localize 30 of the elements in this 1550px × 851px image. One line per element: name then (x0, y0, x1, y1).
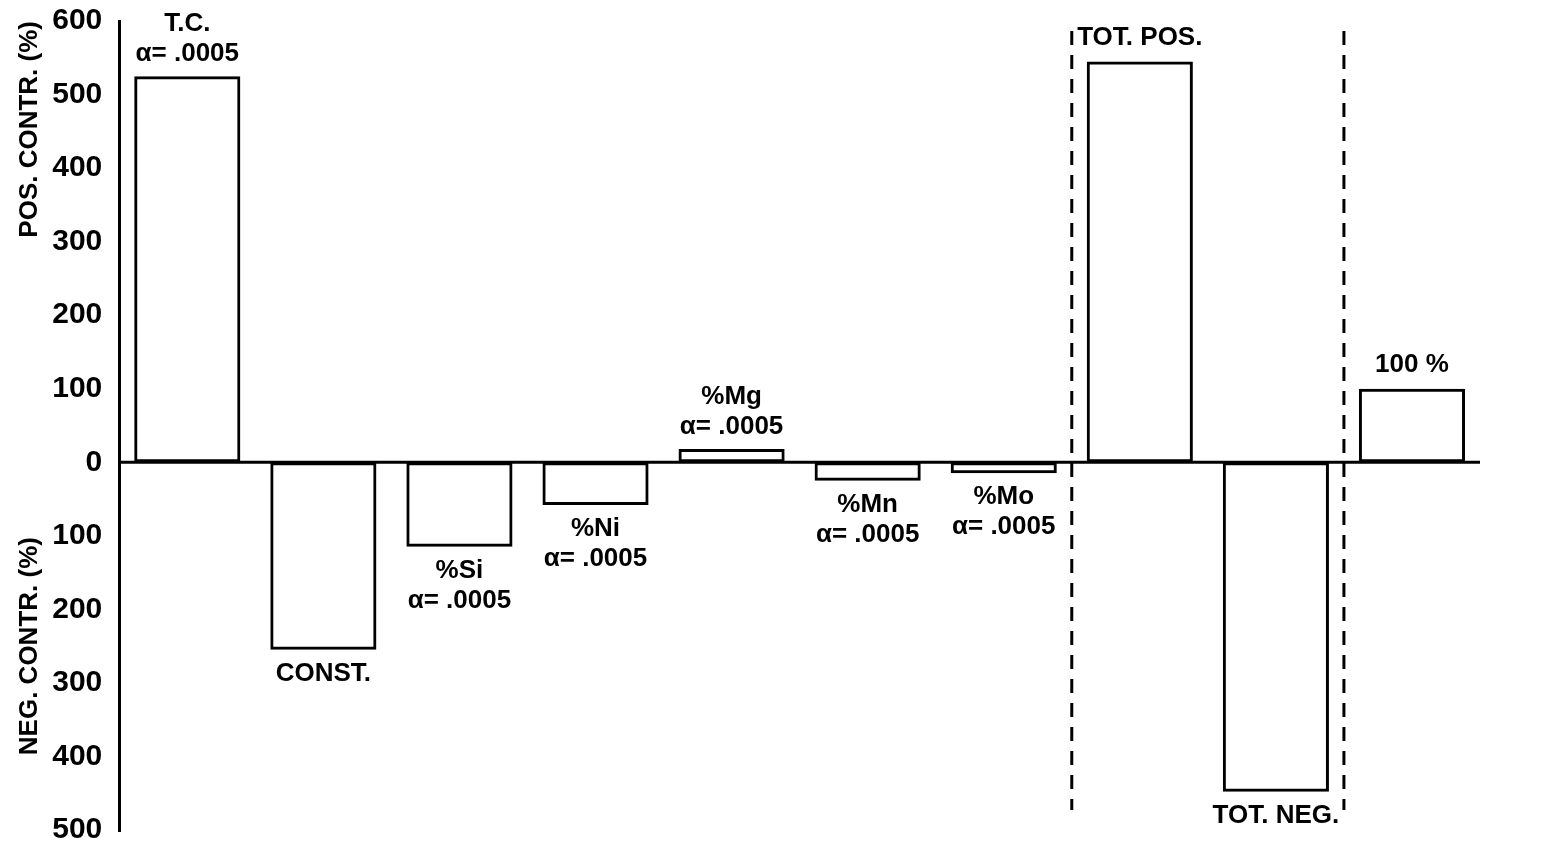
y-tick-label: 500 (52, 811, 103, 845)
x-tick-label: CONST. (275, 656, 372, 687)
y-axis-title: POS. CONTR. (%) (12, 21, 43, 238)
y-tick-label: 200 (52, 590, 103, 624)
y-tick-label: 100 (52, 369, 103, 403)
annotation: α= .0005 (952, 510, 1056, 541)
y-tick-label: 400 (52, 737, 103, 771)
x-tick-label: %Mg (701, 380, 762, 411)
x-tick-label: 100 % (1375, 347, 1449, 378)
x-tick-label: TOT. POS. (1077, 20, 1203, 51)
y-tick-label: 200 (52, 296, 103, 330)
annotation: α= .0005 (815, 517, 920, 548)
x-tick-label: %Mn (837, 487, 898, 518)
x-tick-label: %Mo (973, 480, 1035, 511)
y-tick-label: 0 (85, 443, 103, 477)
y-tick-label: 300 (52, 222, 103, 256)
x-tick-label: T.C. (164, 7, 211, 38)
annotation: α= .0005 (407, 584, 512, 615)
x-tick-label: %Ni (570, 512, 621, 543)
y-tick-label: 500 (52, 75, 103, 109)
x-tick-label: TOT. NEG. (1212, 798, 1340, 829)
y-tick-label: 100 (52, 517, 103, 551)
y-tick-label: 400 (52, 149, 103, 183)
x-tick-label: %Si (435, 554, 484, 585)
annotation: α= .0005 (679, 410, 784, 441)
annotation: α= .0005 (135, 37, 240, 68)
annotation: α= .0005 (543, 542, 648, 573)
text: NEG. CONTR. (%) (13, 537, 44, 756)
y-tick-label: 600 (52, 2, 103, 36)
y-tick-label: 300 (52, 664, 103, 698)
